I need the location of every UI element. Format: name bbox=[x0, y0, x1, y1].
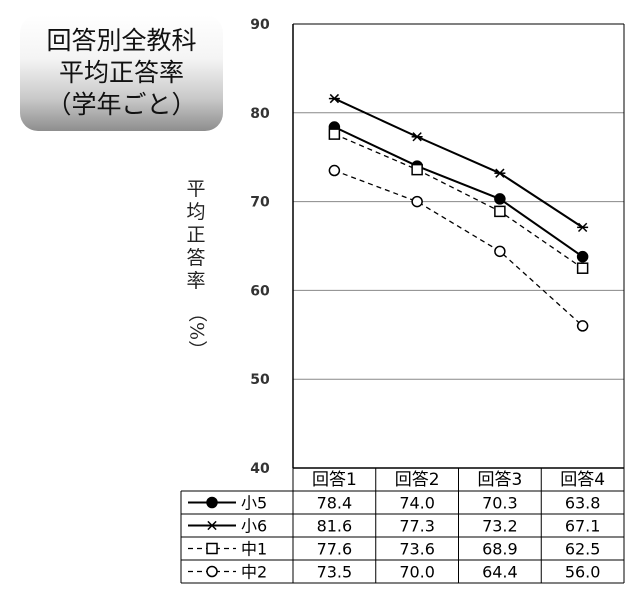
series-line-4 bbox=[334, 169, 584, 327]
title-line-1: 回答別全教科 bbox=[46, 26, 197, 55]
data-point bbox=[329, 93, 340, 104]
category-label: 回答4 bbox=[560, 470, 605, 490]
data-label: 77.3 bbox=[399, 517, 435, 536]
data-point bbox=[494, 205, 506, 218]
y-tick-label: 60 bbox=[250, 283, 270, 299]
category-label: 回答2 bbox=[395, 470, 440, 490]
data-label: 77.6 bbox=[317, 540, 353, 559]
legend-marker bbox=[206, 496, 218, 509]
data-label: 73.6 bbox=[399, 540, 435, 559]
data-point bbox=[494, 245, 506, 258]
chart-title-badge: 回答別全教科 平均正答率 （学年ごと） bbox=[20, 15, 223, 131]
y-axis-label-text: 平均正答率 bbox=[186, 178, 206, 292]
data-label: 63.8 bbox=[565, 494, 601, 513]
legend-label: 中2 bbox=[241, 563, 267, 582]
legend-marker bbox=[206, 542, 218, 555]
data-label: 70.3 bbox=[482, 494, 518, 513]
data-point bbox=[495, 168, 505, 178]
data-point bbox=[576, 320, 589, 332]
legend-label: 小6 bbox=[241, 517, 267, 536]
data-label: 78.4 bbox=[317, 494, 353, 513]
y-tick-label: 80 bbox=[250, 106, 270, 122]
data-point bbox=[411, 195, 423, 208]
legend-label: 小5 bbox=[241, 494, 267, 513]
data-point bbox=[328, 164, 341, 177]
data-point bbox=[576, 250, 589, 263]
data-point bbox=[412, 132, 422, 142]
data-point bbox=[411, 163, 423, 176]
y-tick-label: 70 bbox=[250, 195, 270, 211]
legend-marker bbox=[206, 565, 218, 578]
series-line-3 bbox=[334, 133, 583, 269]
y-axis-label: 平均正答率 （%） bbox=[176, 178, 216, 359]
data-label: 74.0 bbox=[399, 494, 435, 513]
data-label: 73.2 bbox=[482, 517, 518, 536]
data-label: 67.1 bbox=[565, 517, 601, 536]
data-point bbox=[328, 128, 341, 140]
series-line-2 bbox=[333, 97, 584, 229]
data-point bbox=[577, 222, 588, 233]
data-label: 73.5 bbox=[317, 563, 353, 582]
category-label: 回答3 bbox=[477, 470, 522, 490]
title-line-3: （学年ごと） bbox=[46, 90, 197, 119]
data-label: 81.6 bbox=[317, 517, 353, 536]
data-label: 56.0 bbox=[565, 563, 601, 582]
y-tick-label: 50 bbox=[250, 372, 270, 388]
legend-label: 中1 bbox=[241, 540, 267, 559]
category-label: 回答1 bbox=[312, 470, 357, 490]
legend-marker bbox=[207, 520, 217, 531]
series-line-1 bbox=[333, 126, 584, 258]
y-axis-unit: （%） bbox=[185, 303, 208, 360]
data-label: 68.9 bbox=[482, 540, 518, 559]
y-tick-label: 40 bbox=[250, 461, 270, 477]
data-label: 70.0 bbox=[399, 563, 435, 582]
data-point bbox=[494, 193, 506, 205]
data-label: 62.5 bbox=[565, 540, 601, 559]
data-point bbox=[576, 262, 589, 274]
y-tick-label: 90 bbox=[250, 17, 270, 33]
data-label: 64.4 bbox=[482, 563, 518, 582]
title-line-2: 平均正答率 bbox=[58, 58, 184, 87]
